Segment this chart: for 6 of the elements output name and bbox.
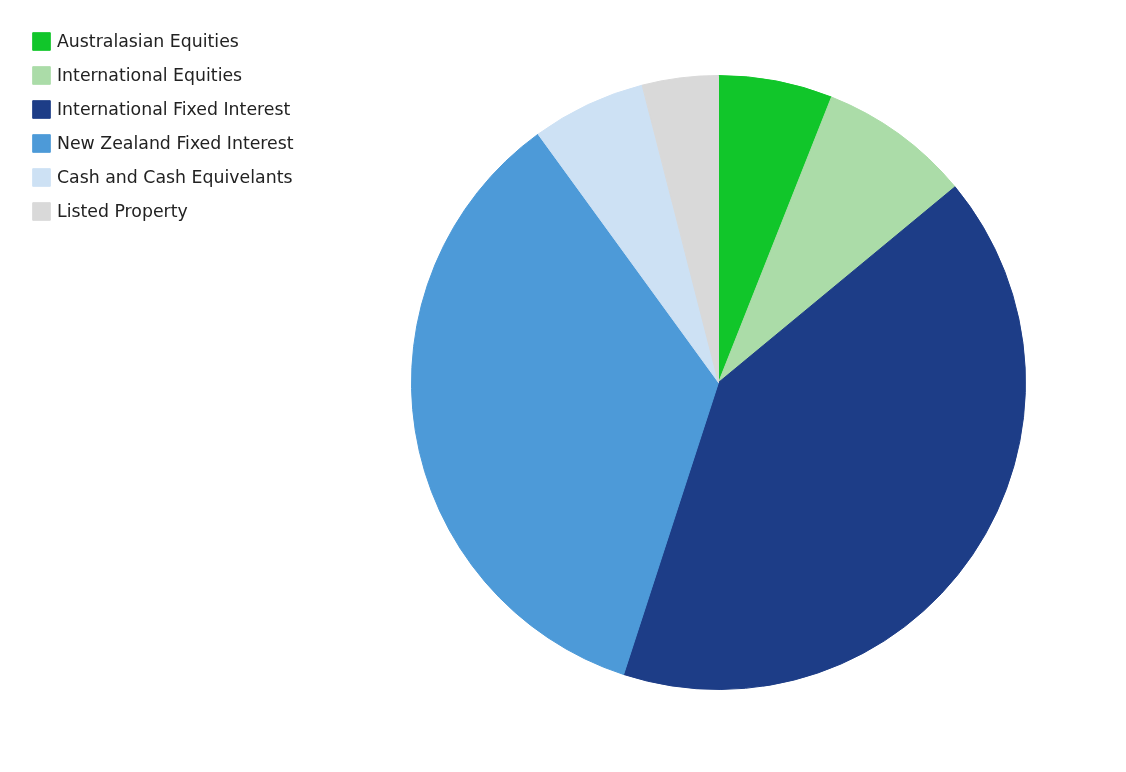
legend-label: International Fixed Interest <box>57 99 291 119</box>
legend-label: International Equities <box>57 65 243 85</box>
legend-label: New Zealand Fixed Interest <box>57 133 294 153</box>
legend-label: Australasian Equities <box>57 31 239 51</box>
legend-label: Cash and Cash Equivelants <box>57 167 293 187</box>
legend-label: Listed Property <box>57 201 188 221</box>
